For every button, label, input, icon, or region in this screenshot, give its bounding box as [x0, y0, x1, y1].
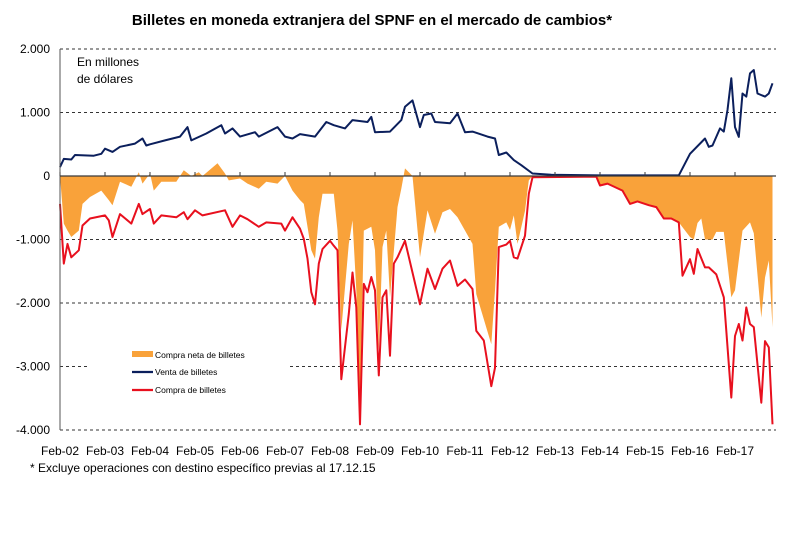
x-tick-label: Feb-07: [266, 444, 304, 458]
x-tick-label: Feb-08: [311, 444, 349, 458]
legend-swatch-net: [132, 351, 153, 357]
legend-label-compra: Compra de billetes: [155, 385, 226, 395]
unit-note-line2: de dólares: [77, 72, 133, 86]
footnote: * Excluye operaciones con destino especí…: [30, 461, 376, 475]
chart-title: Billetes en moneda extranjera del SPNF e…: [132, 12, 612, 29]
x-tick-label: Feb-05: [176, 444, 214, 458]
y-tick-label: -2.000: [16, 296, 50, 310]
series-lines-layer: [59, 69, 774, 426]
y-tick-label: -4.000: [16, 423, 50, 437]
x-tick-label: Feb-11: [446, 444, 483, 458]
legend: Compra neta de billetes Venta de billete…: [132, 350, 245, 395]
unit-note-line1: En millones: [77, 55, 139, 69]
net-area-layer: [60, 163, 773, 405]
legend-label-net: Compra neta de billetes: [155, 350, 245, 360]
y-tick-label: 0: [43, 169, 50, 183]
x-tick-label: Feb-15: [626, 444, 664, 458]
y-tick-label: 2.000: [20, 42, 50, 56]
net-purchase-area: [60, 163, 773, 405]
legend-label-venta: Venta de billetes: [155, 367, 217, 377]
x-tick-label: Feb-14: [581, 444, 619, 458]
x-tick-label: Feb-02: [41, 444, 79, 458]
axes: 2.000 1.000 0 -1.000 -2.000 -3.000 -4.000 Feb-0…: [16, 42, 776, 458]
gridlines: [60, 48, 776, 431]
compra-line: [59, 175, 774, 426]
x-tick-label: Feb-03: [86, 444, 124, 458]
x-tick-label: Feb-06: [221, 444, 259, 458]
x-tick-label: Feb-16: [671, 444, 709, 458]
x-tick-label: Feb-17: [716, 444, 754, 458]
x-tick-label: Feb-12: [491, 444, 529, 458]
x-tick-label: Feb-09: [356, 444, 394, 458]
x-tick-label: Feb-04: [131, 444, 169, 458]
y-tick-label: 1.000: [20, 106, 50, 120]
x-tick-label: Feb-13: [536, 444, 574, 458]
y-tick-label: -3.000: [16, 360, 50, 374]
venta-line: [59, 69, 774, 177]
x-tick-label: Feb-10: [401, 444, 439, 458]
y-tick-label: -1.000: [16, 233, 50, 247]
